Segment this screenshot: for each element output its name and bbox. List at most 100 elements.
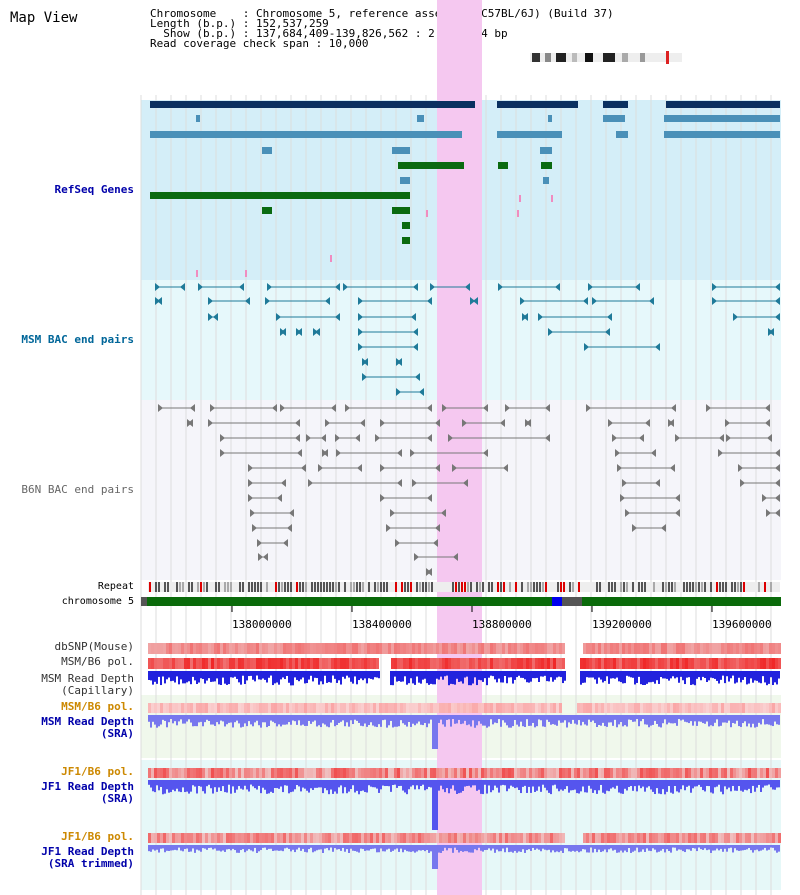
read-depth-bar <box>492 845 494 849</box>
read-depth-bar <box>638 671 640 677</box>
read-depth-bar <box>500 715 502 727</box>
read-depth-bar <box>156 780 158 786</box>
polymorphism-cell <box>286 703 289 713</box>
read-depth-bar <box>166 845 168 851</box>
polymorphism-cell <box>193 768 196 778</box>
polymorphism-cell <box>760 658 763 669</box>
repeat-element <box>182 582 184 592</box>
polymorphism-cell <box>214 703 217 713</box>
snp-density-cell <box>274 643 277 654</box>
polymorphism-cell <box>754 833 757 843</box>
polymorphism-cell <box>409 658 412 669</box>
read-depth-bar <box>508 671 510 678</box>
polymorphism-cell <box>544 658 547 669</box>
snp-density-cell <box>361 643 364 654</box>
read-depth-bar <box>276 780 278 789</box>
read-depth-bar <box>496 845 498 850</box>
read-depth-bar <box>390 671 392 686</box>
read-depth-bar <box>210 845 212 848</box>
read-depth-bar <box>550 780 552 795</box>
bac-end-pair-end <box>318 464 323 472</box>
polymorphism-cell <box>325 768 328 778</box>
read-depth-bar <box>456 780 458 794</box>
read-depth-bar <box>338 715 340 723</box>
read-depth-bar <box>292 715 294 721</box>
read-depth-bar <box>440 671 442 677</box>
bac-end-pair-end <box>280 404 285 412</box>
read-depth-bar <box>612 715 614 726</box>
bac-end-pair-end <box>740 479 745 487</box>
read-depth-bar <box>260 715 262 728</box>
bac-end-pair-end <box>738 464 743 472</box>
repeat-element <box>644 582 646 592</box>
read-depth-bar <box>622 780 624 794</box>
polymorphism-cell <box>175 768 178 778</box>
read-depth-bar <box>708 715 710 727</box>
read-depth-bar <box>452 715 454 720</box>
snp-density-cell <box>418 643 421 654</box>
polymorphism-cell <box>331 768 334 778</box>
polymorphism-cell <box>355 768 358 778</box>
read-depth-bar <box>474 780 476 786</box>
read-depth-bar <box>254 845 256 848</box>
polymorphism-cell <box>352 703 355 713</box>
read-depth-bar <box>766 845 768 851</box>
read-depth-bar <box>290 671 292 686</box>
polymorphism-cell <box>262 658 265 669</box>
polymorphism-cell <box>730 833 733 843</box>
polymorphism-cell <box>295 703 298 713</box>
read-depth-bar <box>344 715 346 727</box>
jf1-read-depth-sra-label: JF1 Read Depth (SRA) <box>41 780 134 805</box>
polymorphism-cell <box>421 768 424 778</box>
read-depth-bar <box>586 671 588 678</box>
polymorphism-cell <box>610 768 613 778</box>
polymorphism-cell <box>409 833 412 843</box>
bac-end-pair-end <box>498 283 503 291</box>
polymorphism-cell <box>208 833 211 843</box>
polymorphism-cell <box>754 768 757 778</box>
polymorphism-cell <box>223 768 226 778</box>
polymorphism-cell <box>682 658 685 669</box>
read-depth-bar <box>472 715 474 721</box>
polymorphism-cell <box>772 703 775 713</box>
bac-end-pair-end <box>355 434 360 442</box>
polymorphism-cell <box>196 768 199 778</box>
read-depth-bar <box>212 845 214 850</box>
read-depth-bar <box>304 671 306 684</box>
polymorphism-cell <box>406 768 409 778</box>
polymorphism-cell <box>703 768 706 778</box>
read-depth-bar <box>462 671 464 684</box>
read-depth-bar <box>650 671 652 683</box>
read-depth-bar <box>754 845 756 851</box>
polymorphism-cell <box>694 658 697 669</box>
read-depth-bar <box>758 845 760 852</box>
read-depth-bar <box>396 845 398 849</box>
read-depth-bar <box>270 780 272 792</box>
bac-end-pair-end <box>281 328 286 336</box>
read-depth-bar <box>200 671 202 679</box>
read-depth-bar <box>658 780 660 794</box>
polymorphism-cell <box>523 658 526 669</box>
polymorphism-cell <box>685 768 688 778</box>
read-depth-bar <box>634 671 636 685</box>
repeat-element <box>323 582 325 592</box>
read-depth-bar <box>448 671 450 686</box>
polymorphism-cell <box>457 833 460 843</box>
polymorphism-cell <box>352 658 355 669</box>
read-depth-bar <box>200 845 202 852</box>
polymorphism-cell <box>538 833 541 843</box>
snp-density-cell <box>748 643 751 654</box>
read-depth-bar <box>416 845 418 852</box>
polymorphism-cell <box>247 703 250 713</box>
read-depth-bar <box>264 671 266 680</box>
read-depth-bar <box>466 715 468 726</box>
polymorphism-cell <box>202 833 205 843</box>
read-depth-bar <box>736 780 738 791</box>
polymorphism-cell <box>217 658 220 669</box>
snp-density-cell <box>769 643 772 654</box>
polymorphism-cell <box>274 833 277 843</box>
polymorphism-cell <box>757 658 760 669</box>
read-depth-bar <box>536 671 538 678</box>
snp-density-cell <box>451 643 454 654</box>
